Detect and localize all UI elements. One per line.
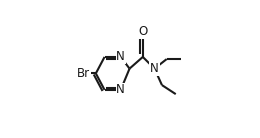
- Text: N: N: [116, 83, 125, 96]
- Text: N: N: [150, 62, 159, 75]
- Text: Br: Br: [77, 67, 90, 80]
- Text: N: N: [116, 50, 125, 63]
- Text: O: O: [138, 26, 147, 39]
